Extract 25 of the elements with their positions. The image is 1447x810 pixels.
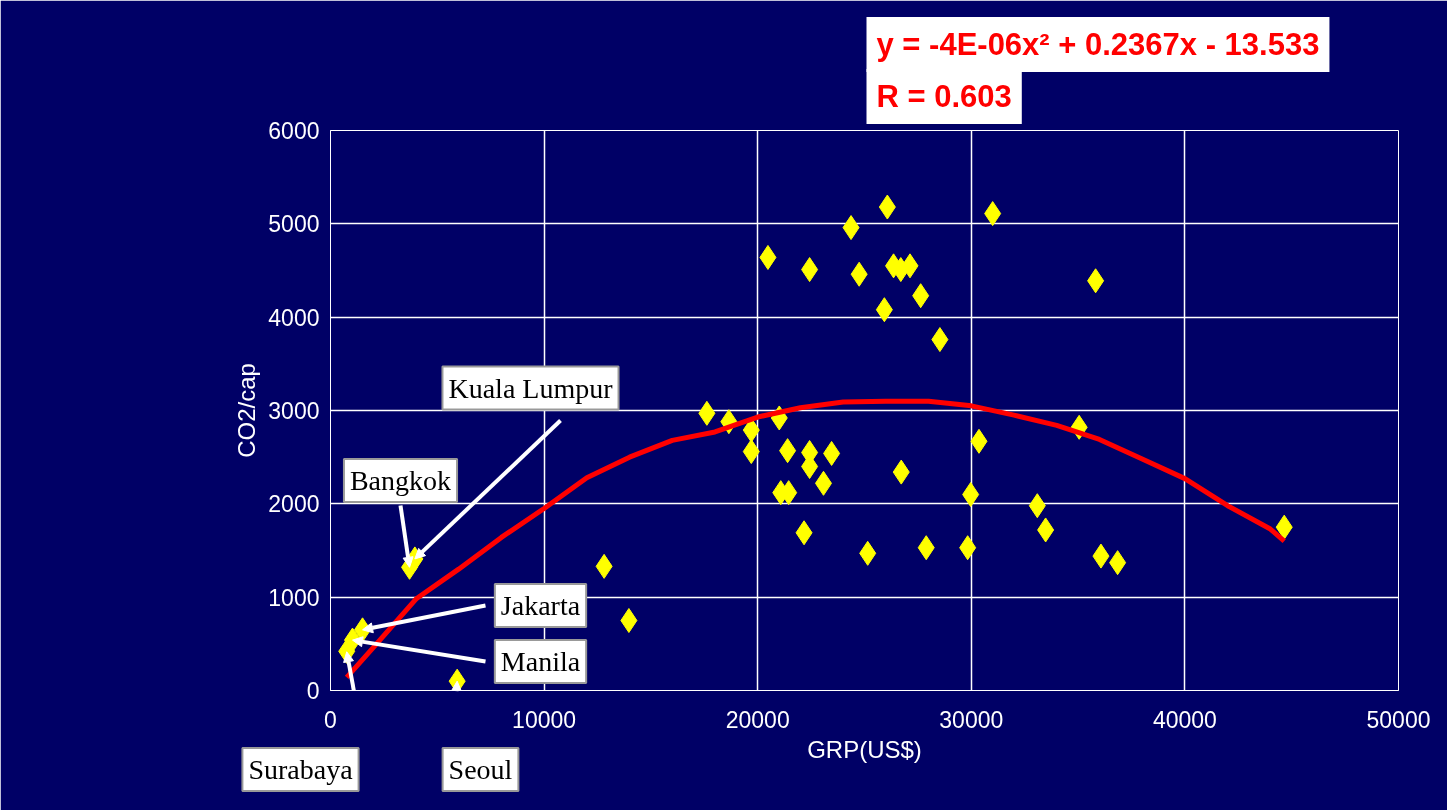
point	[620, 608, 638, 633]
text: y = -4E-06x² + 0.2367x - 13.533	[876, 27, 1320, 62]
y-axis-title: CO2/cap	[233, 363, 261, 458]
x-tick-label: 0	[324, 706, 337, 733]
y-tick-label: 6000	[268, 118, 320, 144]
annotation: Kuala Lumpur	[448, 372, 614, 404]
y-tick-label: 3000	[268, 398, 320, 424]
annotation: Surabaya	[248, 754, 354, 785]
annotation: Bangkok	[349, 465, 452, 496]
x-tick-label: 40000	[1152, 706, 1217, 733]
x-tick-label: 10000	[512, 706, 577, 733]
x-axis-title: GRP(US$)	[807, 735, 922, 763]
point	[962, 482, 980, 507]
y-tick-label: 5000	[268, 211, 320, 238]
x-tick-label: 30000	[939, 706, 1004, 733]
annotation: Jakarta	[500, 590, 581, 621]
y-tick-label: 1000	[268, 584, 320, 611]
x-tick-label: 20000	[725, 706, 790, 733]
y-tick-label: 2000	[268, 491, 320, 518]
y-tick-label: 4000	[268, 304, 320, 331]
annotation: Seoul	[448, 754, 513, 785]
x-tick-label: 50000	[1366, 706, 1431, 733]
y-tick-label: 0	[306, 678, 320, 704]
text: R = 0.603	[876, 79, 1012, 114]
annotation: Manila	[500, 646, 581, 677]
